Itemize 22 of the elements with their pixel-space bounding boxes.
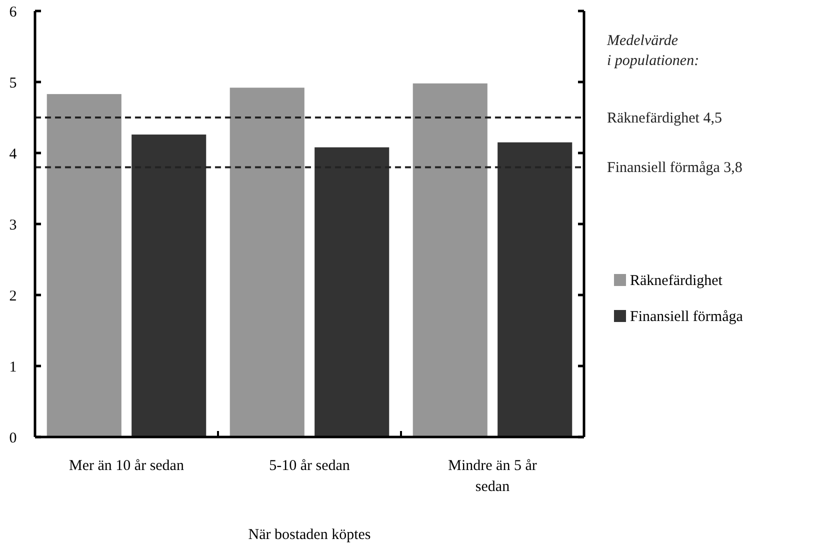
x-tick-label: Mindre än 5 år sedan [448, 458, 537, 495]
x-axis-title: När bostaden köptes [248, 527, 371, 543]
y-tick-label: 1 [9, 359, 17, 376]
y-tick-label: 2 [9, 288, 17, 304]
y-tick-label: 3 [9, 217, 17, 234]
bar [230, 88, 304, 437]
legend-label: Finansiell förmåga [630, 309, 744, 325]
x-tick-label: 5-10 år sedan [269, 458, 350, 474]
bar [132, 134, 206, 437]
text: Medelvärde i populationen: [606, 33, 700, 69]
x-tick-label: Mer än 10 år sedan [69, 458, 184, 474]
y-tick-label: 5 [9, 75, 17, 92]
ref-line-label: Räknefärdighet 4,5 [607, 110, 722, 126]
bar [498, 142, 572, 437]
ref-line-label: Finansiell förmåga 3,8 [607, 160, 742, 176]
bar [314, 147, 390, 437]
legend-label: Räknefärdighet [630, 273, 724, 289]
y-tick-label: 0 [9, 430, 17, 446]
bar [412, 83, 488, 437]
bar [46, 94, 122, 437]
y-tick-label: 4 [9, 146, 18, 162]
y-tick-label: 6 [9, 4, 18, 20]
